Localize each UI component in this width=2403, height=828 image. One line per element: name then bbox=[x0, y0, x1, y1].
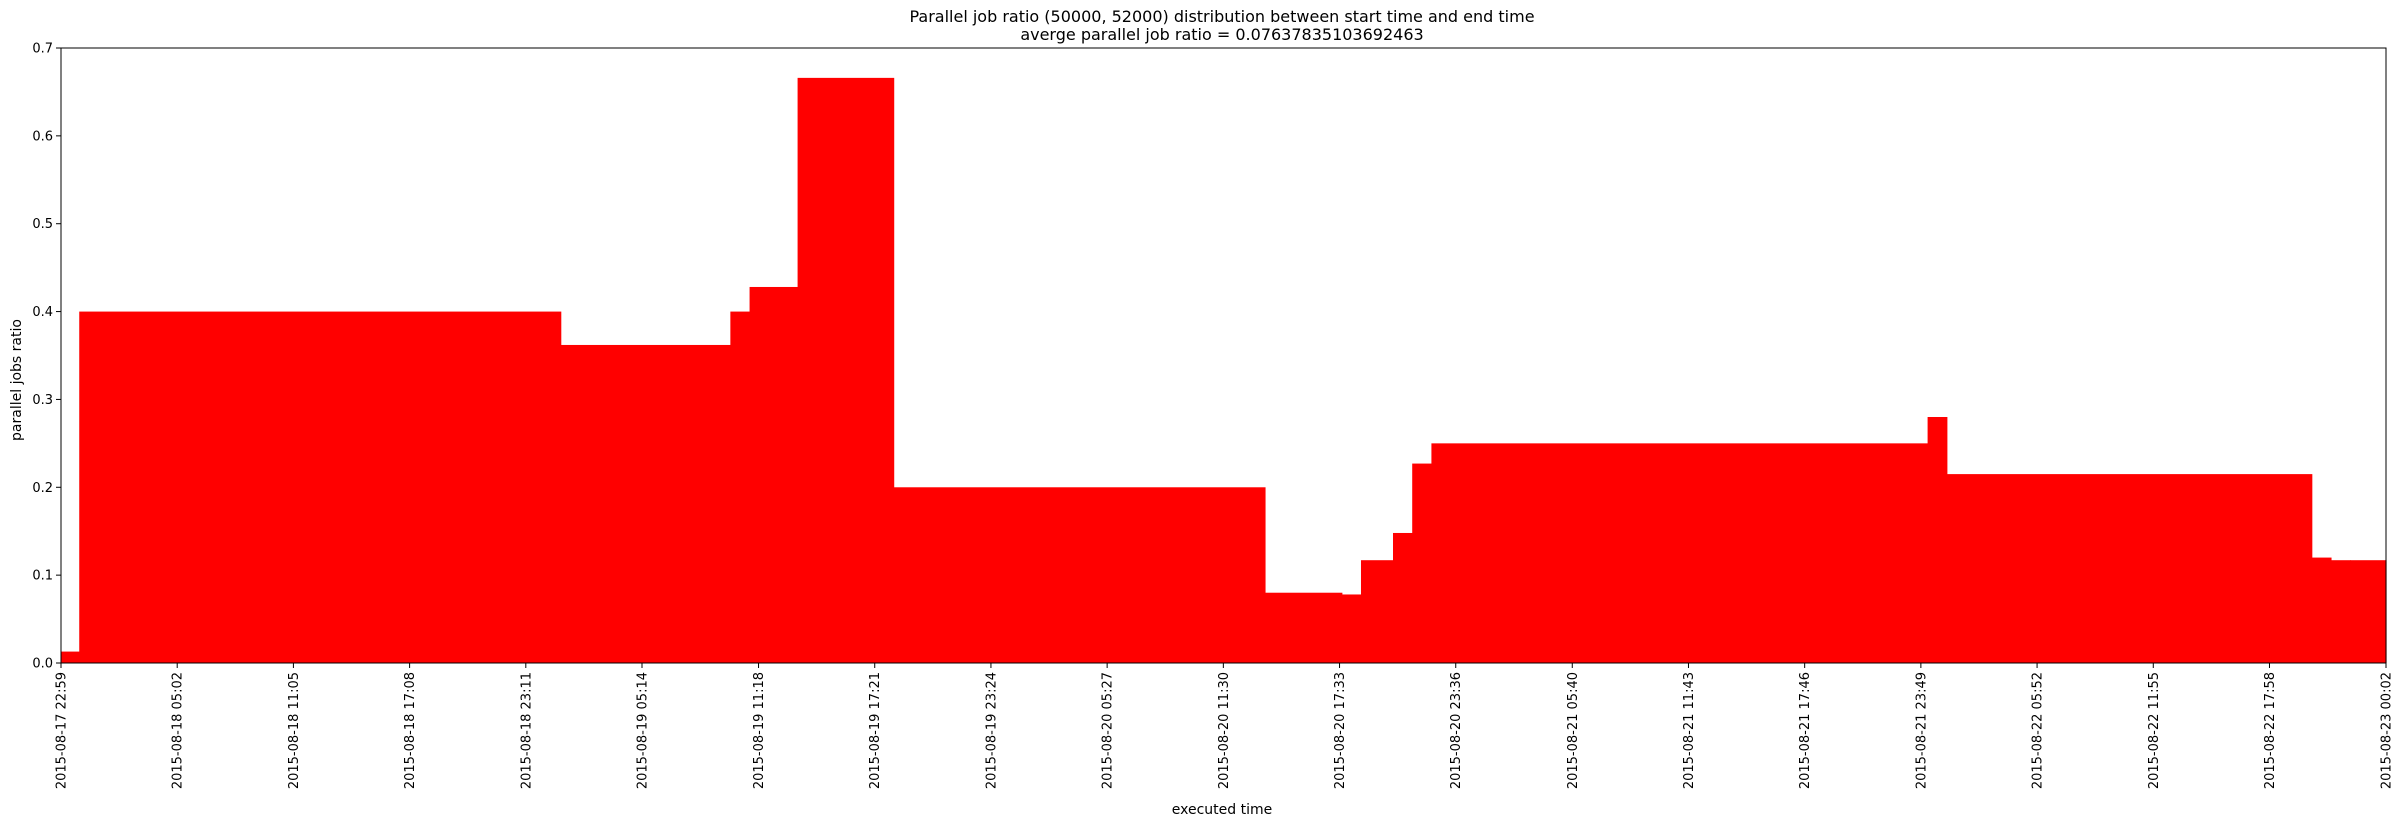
y-tick-label: 0.5 bbox=[32, 217, 53, 232]
area-segment bbox=[79, 311, 562, 663]
area-segment bbox=[560, 344, 731, 663]
area-segment bbox=[2311, 557, 2332, 663]
area-segment bbox=[1412, 463, 1433, 663]
y-tick-label: 0.1 bbox=[32, 569, 53, 584]
x-tick-label: 2015-08-22 17:58 bbox=[2263, 672, 2278, 789]
x-axis-label: executed time bbox=[1172, 802, 1272, 818]
x-tick-label: 2015-08-19 05:14 bbox=[636, 672, 651, 789]
x-tick-label: 2015-08-21 17:46 bbox=[1798, 672, 1813, 789]
area-segment bbox=[749, 286, 799, 663]
area-segment bbox=[1393, 532, 1413, 663]
area-segment bbox=[1341, 594, 1362, 663]
x-tick-label: 2015-08-18 05:02 bbox=[171, 672, 186, 789]
y-axis-label: parallel jobs ratio bbox=[9, 319, 25, 441]
x-tick-label: 2015-08-21 11:43 bbox=[1682, 672, 1697, 789]
x-tick-label: 2015-08-20 05:27 bbox=[1101, 672, 1116, 789]
area-segment bbox=[2330, 560, 2351, 663]
x-tick-label: 2015-08-20 23:36 bbox=[1449, 672, 1464, 789]
area-segment bbox=[1360, 560, 1394, 663]
area-layer bbox=[61, 77, 2387, 663]
area-segment bbox=[2350, 560, 2387, 663]
y-tick-label: 0.3 bbox=[32, 393, 53, 408]
area-segment bbox=[1946, 474, 2313, 663]
area-segment bbox=[1927, 417, 1948, 663]
x-tick-label: 2015-08-18 23:11 bbox=[519, 672, 534, 789]
y-tick-label: 0.7 bbox=[32, 42, 53, 57]
chart-subtitle: averge parallel job ratio = 0.0763783510… bbox=[1020, 25, 1423, 44]
y-axis: 0.0 0.1 0.2 0.3 0.4 0.5 0.6 0.7 bbox=[32, 42, 61, 672]
x-tick-label: 2015-08-20 17:33 bbox=[1333, 672, 1348, 789]
x-tick-label: 2015-08-23 00:02 bbox=[2380, 672, 2395, 789]
y-tick-label: 0.0 bbox=[32, 657, 53, 672]
y-tick-label: 0.2 bbox=[32, 481, 53, 496]
x-tick-label: 2015-08-22 11:55 bbox=[2147, 672, 2162, 789]
x-tick-label: 2015-08-20 11:30 bbox=[1217, 672, 1232, 789]
x-tick-label: 2015-08-18 17:08 bbox=[403, 672, 418, 789]
y-tick-label: 0.4 bbox=[32, 305, 53, 320]
area-segment bbox=[61, 651, 80, 663]
area-segment bbox=[1264, 592, 1343, 663]
x-tick-label: 2015-08-22 05:52 bbox=[2031, 672, 2046, 789]
area-segment bbox=[730, 311, 751, 663]
x-tick-label: 2015-08-19 17:21 bbox=[868, 672, 883, 789]
x-tick-label: 2015-08-19 23:24 bbox=[984, 672, 999, 789]
y-tick-label: 0.6 bbox=[32, 129, 53, 144]
area-segment bbox=[893, 487, 1266, 663]
x-axis: 2015-08-17 22:59 2015-08-18 05:02 2015-08-… bbox=[55, 663, 2395, 789]
x-tick-label: 2015-08-19 11:18 bbox=[752, 672, 767, 789]
x-tick-label: 2015-08-21 23:49 bbox=[1914, 672, 1929, 789]
x-tick-label: 2015-08-21 05:40 bbox=[1566, 672, 1581, 789]
area-segment bbox=[797, 77, 895, 663]
x-tick-label: 2015-08-17 22:59 bbox=[55, 672, 70, 789]
chart-title: Parallel job ratio (50000, 52000) distri… bbox=[909, 7, 1534, 26]
area-segment bbox=[1431, 443, 1929, 663]
x-tick-label: 2015-08-18 11:05 bbox=[287, 672, 302, 789]
